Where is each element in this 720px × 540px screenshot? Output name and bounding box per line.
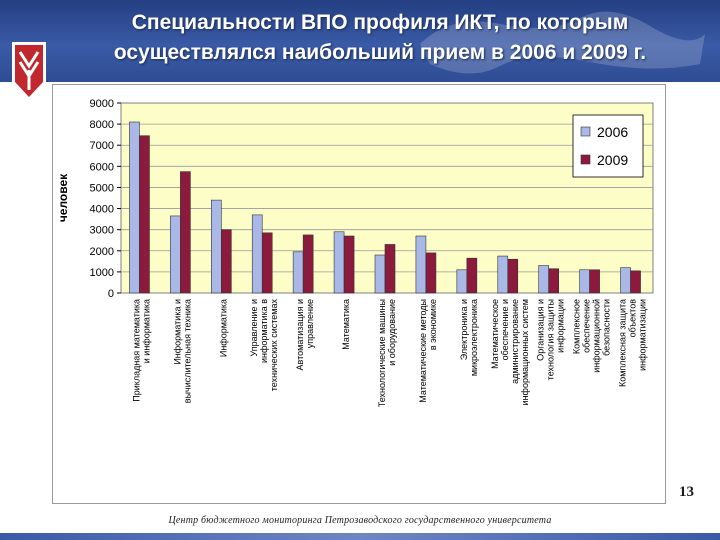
bar-2009 bbox=[425, 252, 437, 294]
y-tick-label: 0 bbox=[108, 288, 114, 300]
bar-2006 bbox=[170, 215, 181, 294]
x-tick-label-line: в экономике bbox=[428, 299, 438, 350]
bar-2006 bbox=[292, 251, 304, 294]
legend-box bbox=[572, 114, 644, 178]
x-tick-label-line: Математика bbox=[341, 299, 351, 350]
x-tick-label-line: и информатика bbox=[141, 299, 151, 363]
y-tick-label: 2000 bbox=[90, 246, 114, 258]
bar-2006 bbox=[620, 267, 631, 294]
x-tick-label-line: Организация и bbox=[536, 299, 546, 361]
x-tick-label-line: Технологические машины bbox=[377, 299, 387, 407]
x-tick-label: Комплексная защитаобъектовинформатизации bbox=[618, 299, 648, 387]
x-tick-label-line: объектов bbox=[628, 299, 638, 338]
x-tick-label-line: Математическое bbox=[490, 299, 500, 369]
x-tick-label-line: управление bbox=[305, 299, 315, 348]
chart-panel: 0 1000 2000 3000 4000 5000 6000 7000 8000 9000 чел… bbox=[52, 84, 666, 504]
y-axis-label: человек bbox=[56, 173, 70, 222]
x-tick-label: Математическоеобеспечение иадминистриров… bbox=[490, 299, 530, 405]
x-tick-label-line: Комплексное bbox=[572, 299, 582, 354]
x-tick-label: Управление иинформатика втехнических сис… bbox=[249, 299, 279, 392]
legend-label-2009: 2009 bbox=[597, 152, 628, 168]
map-silhouette-icon bbox=[420, 11, 705, 74]
x-tick-label-line: информатика в bbox=[259, 299, 269, 363]
x-tick-label-line: информации bbox=[556, 299, 566, 353]
y-tick-label: 3000 bbox=[90, 225, 114, 237]
bar-2006 bbox=[579, 269, 590, 294]
x-tick-label-line: администрирование bbox=[510, 299, 520, 384]
x-tick-label: Информатика bbox=[218, 299, 228, 357]
x-tick-label-line: технология защиты bbox=[546, 299, 556, 380]
x-tick-label-line: Информатика bbox=[218, 299, 228, 357]
bar-2009 bbox=[180, 171, 191, 294]
slide-title-line-1: Специальности ВПО профиля ИКТ, по которы… bbox=[131, 11, 629, 34]
x-tick-label-line: информатизации bbox=[638, 299, 648, 371]
x-tick-label: Информатика ивычислительная техника bbox=[172, 299, 192, 403]
x-tick-label-line: и оборудование bbox=[387, 299, 397, 366]
legend-label-2006: 2006 bbox=[597, 124, 628, 140]
x-tick-label: Организация итехнология защитыинформации bbox=[536, 299, 566, 380]
x-tick-label-line: безопасности bbox=[602, 299, 612, 356]
y-tick-label: 7000 bbox=[90, 140, 114, 152]
bar-2006 bbox=[456, 269, 468, 294]
y-tick-label: 9000 bbox=[90, 98, 114, 110]
x-tick-label: Комплексноеобеспечениеинформационнойбезо… bbox=[572, 299, 612, 373]
x-tick-label-line: Информатика и bbox=[172, 299, 182, 365]
x-tick-label-line: микроэлектроника bbox=[469, 299, 479, 376]
y-tick-label: 5000 bbox=[90, 182, 114, 194]
x-tick-label-line: вычислительная техника bbox=[182, 299, 192, 403]
x-tick-label: Прикладная математикаи информатика bbox=[131, 299, 151, 402]
bar-2009 bbox=[302, 234, 314, 294]
bar-2009 bbox=[343, 235, 355, 294]
bar-2006 bbox=[211, 199, 222, 294]
bar-2006 bbox=[333, 231, 345, 294]
x-tick-label-line: информационных систем bbox=[520, 299, 530, 405]
bar-2009 bbox=[139, 135, 150, 294]
bar-2009 bbox=[466, 257, 478, 294]
footer-divider bbox=[0, 533, 720, 540]
bar-2009 bbox=[261, 232, 273, 294]
page-number: 13 bbox=[679, 484, 694, 500]
y-tick-label: 6000 bbox=[90, 161, 114, 173]
x-tick-label-line: обеспечение и bbox=[500, 299, 510, 360]
bar-2006 bbox=[497, 255, 509, 294]
bar-2009 bbox=[630, 270, 641, 294]
footer-text: Центр бюджетного мониторинга Петрозаводс… bbox=[168, 515, 552, 526]
bar-2009 bbox=[589, 269, 600, 294]
university-logo-icon bbox=[12, 42, 46, 100]
x-tick-label: Автоматизация иуправление bbox=[295, 299, 315, 370]
bar-2009 bbox=[221, 229, 232, 294]
x-tick-label-line: Комплексная защита bbox=[618, 299, 628, 387]
bar-2009 bbox=[384, 244, 396, 294]
legend-swatch-2006 bbox=[580, 126, 591, 137]
legend-swatch-2009 bbox=[580, 154, 591, 165]
bar-2006 bbox=[415, 235, 427, 294]
bar-2006 bbox=[374, 254, 386, 294]
y-tick-label: 4000 bbox=[90, 204, 114, 216]
x-tick-label: Математика bbox=[341, 299, 351, 350]
x-tick-label-line: Управление и bbox=[249, 299, 259, 357]
y-tick-label: 1000 bbox=[90, 267, 114, 279]
bar-chart: 0 1000 2000 3000 4000 5000 6000 7000 8000 9000 чел… bbox=[56, 98, 654, 407]
bar-2009 bbox=[507, 258, 519, 294]
y-tick-label: 8000 bbox=[90, 119, 114, 131]
x-tick-label: Технологические машиныи оборудование bbox=[377, 299, 397, 407]
slide-title-line-2: осуществлялся наибольший прием в 2006 и … bbox=[113, 41, 647, 64]
x-tick-label-line: Прикладная математика bbox=[131, 299, 141, 402]
x-tick-label-line: технических системах bbox=[269, 299, 279, 392]
bar-2006 bbox=[129, 121, 140, 294]
bar-2009 bbox=[548, 268, 559, 294]
x-tick-label-line: информационной bbox=[592, 299, 602, 373]
header-band: Специальности ВПО профиля ИКТ, по которы… bbox=[0, 0, 720, 82]
x-tick-label: Электроника имикроэлектроника bbox=[459, 299, 479, 376]
x-tick-label-line: Электроника и bbox=[459, 299, 469, 360]
bar-2006 bbox=[251, 214, 263, 294]
x-tick-label-line: обеспечение bbox=[582, 299, 592, 353]
bar-2006 bbox=[538, 265, 549, 294]
x-tick-label: Математические методыв экономике bbox=[418, 299, 438, 403]
x-tick-label-line: Автоматизация и bbox=[295, 299, 305, 370]
x-tick-label-line: Математические методы bbox=[418, 299, 428, 403]
slide-title: Специальности ВПО профиля ИКТ, по которы… bbox=[50, 8, 710, 68]
